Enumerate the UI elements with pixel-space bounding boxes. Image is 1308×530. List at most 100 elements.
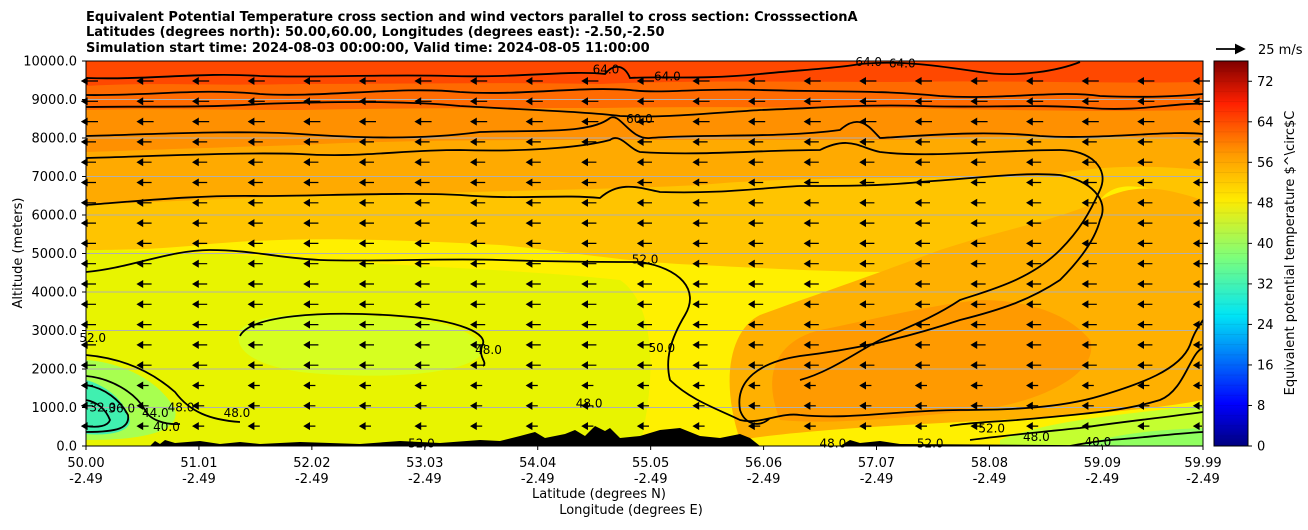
wind-vector	[192, 137, 208, 146]
wind-vector	[636, 219, 652, 228]
wind-vector	[247, 300, 263, 309]
contour-line-48-left	[86, 354, 241, 423]
wind-vector	[414, 361, 430, 370]
wind-vector	[1081, 422, 1094, 431]
x-tick-label-lat: 55.05	[632, 456, 669, 471]
wind-vector	[914, 279, 930, 289]
contour-label: 64.0	[593, 62, 620, 76]
wind-vector	[192, 361, 208, 370]
wind-vector	[581, 219, 597, 228]
wind-vector	[136, 158, 152, 167]
wind-vector	[748, 279, 764, 289]
wind-vector	[247, 117, 265, 126]
wind-vector	[803, 381, 816, 390]
wind-vector	[247, 361, 263, 370]
wind-vector	[192, 219, 208, 228]
contour-label: 52.0	[408, 437, 435, 451]
wind-vector	[914, 137, 930, 146]
wind-vector	[1026, 178, 1042, 187]
x-axis-label-lat: Latitude (degrees N)	[532, 487, 666, 502]
wind-vector	[692, 320, 708, 329]
wind-vector	[970, 97, 988, 106]
contour-line-right-48	[969, 411, 1203, 441]
contour-line-right-40	[1069, 431, 1203, 446]
wind-vector	[470, 259, 486, 268]
wind-vector	[136, 422, 149, 431]
wind-vector	[525, 340, 541, 349]
wind-vector	[636, 198, 652, 207]
wind-vector	[525, 320, 541, 329]
wind-vector	[192, 422, 205, 431]
wind-vector	[136, 178, 152, 187]
wind-vector	[470, 137, 486, 146]
wind-vector	[581, 239, 597, 248]
contour-line-64b	[86, 88, 1203, 98]
contour-label: 48.0	[168, 401, 195, 415]
x-axis-ticks: 50.00-2.4951.01-2.4952.02-2.4953.03-2.49…	[67, 446, 1222, 487]
wind-vector	[303, 381, 316, 390]
wind-vector	[803, 259, 819, 268]
wind-vector	[636, 300, 652, 309]
wind-vector	[1026, 320, 1042, 329]
wind-vector	[748, 178, 764, 187]
wind-vector	[303, 158, 319, 167]
wind-vector	[803, 361, 819, 370]
contour-label: 48.0	[475, 343, 502, 357]
colorbar-label: Equivalent potential temperature $^\circ…	[1283, 111, 1298, 396]
wind-vector	[414, 239, 430, 248]
wind-vector	[1192, 117, 1210, 126]
contour-label: 48.0	[224, 406, 251, 420]
x-tick-label-lat: 51.01	[180, 456, 217, 471]
y-axis-label: Altitude (meters)	[11, 198, 26, 309]
contour-label: 50.0	[648, 341, 675, 355]
wind-vector	[914, 76, 932, 86]
wind-vector	[914, 158, 930, 167]
wind-vector	[914, 219, 930, 228]
wind-vector	[470, 198, 486, 207]
wind-vector	[525, 422, 538, 431]
contour-line-60b	[86, 116, 1203, 139]
wind-vector	[192, 401, 205, 410]
wind-vector	[914, 259, 930, 268]
wind-vector	[192, 381, 205, 390]
wind-vector	[1192, 361, 1202, 370]
wind-vector	[581, 158, 597, 167]
wind-vector	[247, 239, 263, 248]
wind-vector	[303, 300, 319, 309]
wind-vector	[803, 137, 819, 146]
wind-vector	[525, 279, 541, 289]
wind-vector	[803, 178, 819, 187]
wind-vector	[692, 259, 708, 268]
wind-vector	[748, 300, 764, 309]
wind-vector	[692, 401, 705, 410]
y-tick-label: 2000.0	[32, 363, 78, 378]
wind-vector	[1081, 320, 1097, 329]
wind-vector	[525, 259, 541, 268]
wind-vector	[636, 279, 652, 289]
contour-line-40-left	[86, 384, 129, 433]
wind-vector	[581, 97, 599, 106]
y-tick-label: 9000.0	[32, 93, 78, 108]
wind-vector	[247, 381, 260, 390]
wind-vectors	[80, 76, 1210, 431]
wind-vector	[136, 300, 152, 309]
wind-vector	[581, 178, 597, 187]
wind-vector	[247, 178, 263, 187]
y-tick-label: 4000.0	[32, 286, 78, 301]
x-tick-label-lon: -2.49	[860, 472, 894, 487]
wind-vector	[136, 198, 152, 207]
wind-vector	[914, 97, 932, 106]
wind-vector	[303, 259, 319, 268]
wind-vector	[1192, 401, 1202, 410]
contour-line-36-left	[86, 399, 111, 428]
wind-vector	[303, 401, 316, 410]
wind-vector	[358, 158, 374, 167]
wind-vector	[914, 300, 930, 309]
wind-vector	[636, 320, 652, 329]
wind-vector	[859, 137, 875, 146]
contour-lines	[86, 61, 1203, 446]
wind-vector	[1026, 219, 1042, 228]
wind-vector	[692, 422, 705, 431]
wind-vector	[1137, 401, 1150, 410]
